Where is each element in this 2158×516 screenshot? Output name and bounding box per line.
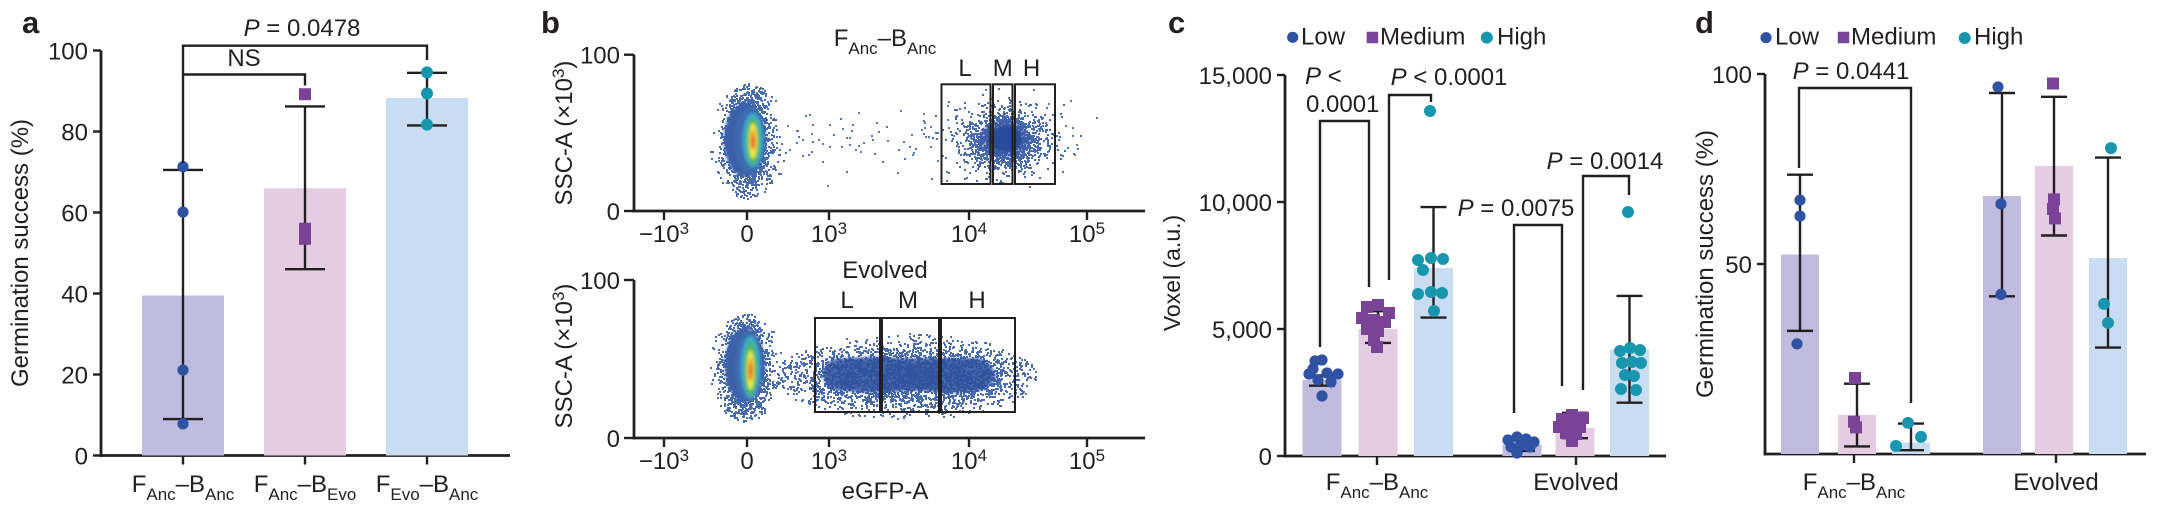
svg-text:High: High bbox=[1974, 23, 2023, 50]
svg-text:0: 0 bbox=[75, 444, 88, 471]
svg-text:Low: Low bbox=[1301, 23, 1346, 50]
svg-text:100: 100 bbox=[1712, 62, 1752, 89]
svg-text:L: L bbox=[958, 55, 971, 82]
svg-text:FAnc–BEvo: FAnc–BEvo bbox=[254, 471, 357, 504]
svg-text:NS: NS bbox=[227, 45, 260, 72]
svg-text:Low: Low bbox=[1775, 23, 1820, 50]
svg-text:FAnc–BAnc: FAnc–BAnc bbox=[132, 471, 235, 504]
svg-text:Evolved: Evolved bbox=[2013, 469, 2098, 496]
svg-text:Medium: Medium bbox=[1851, 23, 1936, 50]
svg-text:L: L bbox=[840, 287, 853, 314]
svg-text:d: d bbox=[1695, 5, 1714, 40]
svg-text:0: 0 bbox=[740, 221, 753, 248]
svg-text:c: c bbox=[1168, 5, 1185, 40]
svg-text:0: 0 bbox=[607, 426, 620, 453]
svg-text:0: 0 bbox=[607, 199, 620, 226]
svg-text:80: 80 bbox=[61, 120, 88, 147]
svg-text:Evolved: Evolved bbox=[1533, 469, 1618, 496]
svg-text:SSC-A (×103): SSC-A (×103) bbox=[549, 61, 578, 206]
svg-text:60: 60 bbox=[61, 201, 88, 228]
svg-text:High: High bbox=[1497, 23, 1546, 50]
svg-text:P = 0.0075: P = 0.0075 bbox=[1458, 195, 1575, 222]
svg-text:FAnc–BAnc: FAnc–BAnc bbox=[1326, 469, 1429, 502]
svg-text:Germination success (%): Germination success (%) bbox=[1692, 130, 1719, 398]
svg-text:Voxel (a.u.): Voxel (a.u.) bbox=[1159, 215, 1185, 331]
svg-text:FAnc–BAnc: FAnc–BAnc bbox=[1803, 469, 1906, 502]
svg-text:100: 100 bbox=[580, 43, 620, 70]
svg-text:FAnc–BAnc: FAnc–BAnc bbox=[834, 25, 937, 58]
svg-text:10,000: 10,000 bbox=[1199, 190, 1272, 217]
svg-text:0.0001: 0.0001 bbox=[1306, 91, 1379, 118]
svg-text:P = 0.0478: P = 0.0478 bbox=[244, 15, 361, 42]
svg-text:40: 40 bbox=[61, 282, 88, 309]
svg-text:0: 0 bbox=[740, 448, 753, 475]
svg-text:FEvo–BAnc: FEvo–BAnc bbox=[376, 471, 479, 504]
svg-text:SSC-A (×103): SSC-A (×103) bbox=[549, 284, 578, 429]
svg-text:M: M bbox=[898, 287, 918, 314]
svg-text:P <: P < bbox=[1305, 63, 1342, 90]
svg-text:P = 0.0441: P = 0.0441 bbox=[1793, 58, 1910, 85]
svg-text:50: 50 bbox=[1725, 252, 1752, 279]
svg-text:Medium: Medium bbox=[1380, 23, 1465, 50]
svg-text:b: b bbox=[541, 5, 560, 40]
svg-text:0: 0 bbox=[1259, 444, 1272, 471]
svg-text:Evolved: Evolved bbox=[842, 257, 927, 284]
svg-text:P < 0.0001: P < 0.0001 bbox=[1391, 64, 1508, 91]
svg-text:100: 100 bbox=[580, 268, 620, 295]
svg-text:eGFP-A: eGFP-A bbox=[842, 478, 929, 505]
svg-text:H: H bbox=[968, 287, 985, 314]
svg-text:100: 100 bbox=[48, 39, 88, 66]
svg-text:15,000: 15,000 bbox=[1199, 63, 1272, 90]
svg-text:20: 20 bbox=[61, 363, 88, 390]
svg-text:P = 0.0014: P = 0.0014 bbox=[1547, 148, 1664, 175]
svg-text:H: H bbox=[1023, 55, 1040, 82]
svg-text:M: M bbox=[993, 55, 1013, 82]
svg-text:5,000: 5,000 bbox=[1212, 317, 1272, 344]
svg-text:a: a bbox=[22, 5, 40, 40]
svg-text:Germination success (%): Germination success (%) bbox=[7, 119, 34, 387]
